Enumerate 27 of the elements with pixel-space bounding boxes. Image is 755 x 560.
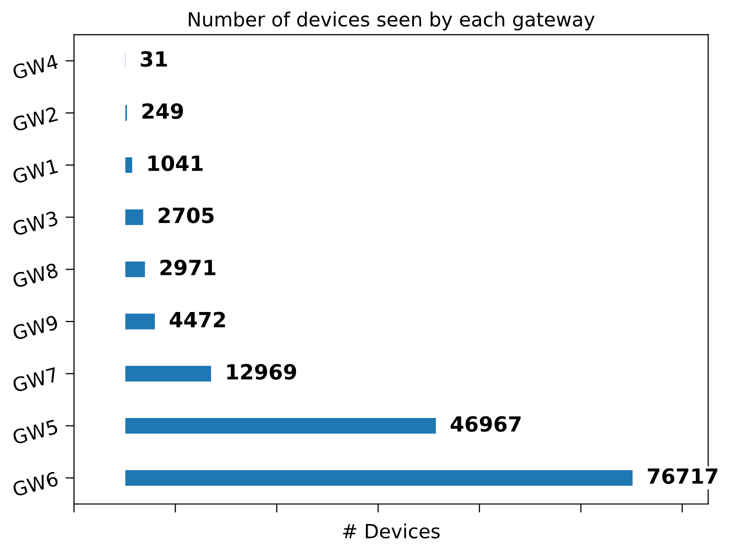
bar [125,418,436,434]
bar [125,262,145,278]
bar [125,314,155,330]
y-tick-label: GW3 [12,210,58,236]
data-label: 46967 [450,416,521,432]
data-label: 2705 [158,208,214,224]
data-label: 12969 [227,364,296,380]
data-label: 2971 [160,260,216,276]
data-label: 1041 [148,155,203,172]
bar [125,209,144,226]
bar [125,157,132,173]
x-axis-title: # Devices [343,523,440,538]
bar [125,366,212,382]
y-tick-label: GW9 [12,314,58,340]
y-tick-label: GW2 [12,106,58,132]
y-tick-label: GW8 [12,262,59,288]
bar [125,470,633,486]
data-label: 4472 [170,312,225,328]
y-tick-label: GW5 [12,419,58,445]
y-tick-label: GW4 [12,54,59,80]
data-label: 76717 [648,468,718,484]
y-tick-label: GW6 [12,471,59,497]
y-tick-label: GW7 [12,367,58,393]
data-label: 31 [140,51,167,67]
y-tick-label: GW1 [12,158,58,184]
chart-title: Number of devices seen by each gateway [188,12,595,30]
data-label: 249 [142,103,183,119]
